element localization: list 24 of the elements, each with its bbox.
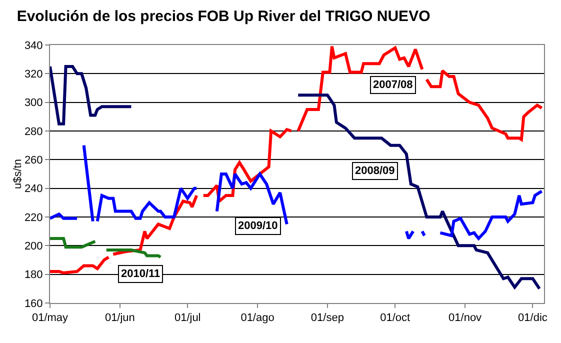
x-tick-label: 01/may	[32, 312, 69, 324]
y-tick-label: 320	[24, 68, 43, 81]
x-tick-label: 01/oct	[380, 312, 410, 324]
series-label: 2007/08	[373, 79, 413, 91]
x-tick-label: 01/jul	[174, 312, 201, 324]
chart-title: Evolución de los precios FOB Up River del TRIGO NUEVO	[16, 8, 431, 25]
x-tick-label: 01/sep	[310, 312, 344, 324]
y-axis-title: u$s/tn	[12, 159, 24, 189]
series-label: 2009/10	[238, 220, 278, 232]
y-tick-label: 300	[24, 97, 43, 110]
y-tick-label: 260	[24, 154, 43, 167]
series-label: 2008/09	[355, 165, 395, 177]
x-tick-label: 01/ago	[240, 312, 274, 324]
y-tick-label: 240	[24, 183, 43, 196]
y-tick-label: 340	[24, 40, 43, 52]
x-tick-label: 01/jun	[104, 312, 135, 324]
y-tick-label: 220	[24, 212, 43, 224]
x-tick-label: 01/nov	[448, 312, 482, 324]
series-label: 2010/11	[121, 268, 160, 280]
x-tick-label: 01/dic	[518, 312, 548, 324]
y-tick-label: 180	[24, 269, 43, 282]
y-tick-label: 280	[24, 126, 43, 138]
y-tick-label: 200	[24, 240, 43, 253]
y-tick-label: 160	[24, 298, 43, 310]
